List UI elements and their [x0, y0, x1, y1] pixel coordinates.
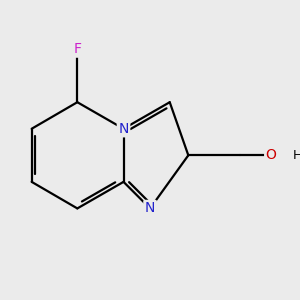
- Text: O: O: [266, 148, 277, 162]
- Text: F: F: [73, 42, 81, 56]
- Text: H: H: [292, 149, 300, 162]
- Text: N: N: [145, 201, 155, 215]
- Text: N: N: [118, 122, 129, 136]
